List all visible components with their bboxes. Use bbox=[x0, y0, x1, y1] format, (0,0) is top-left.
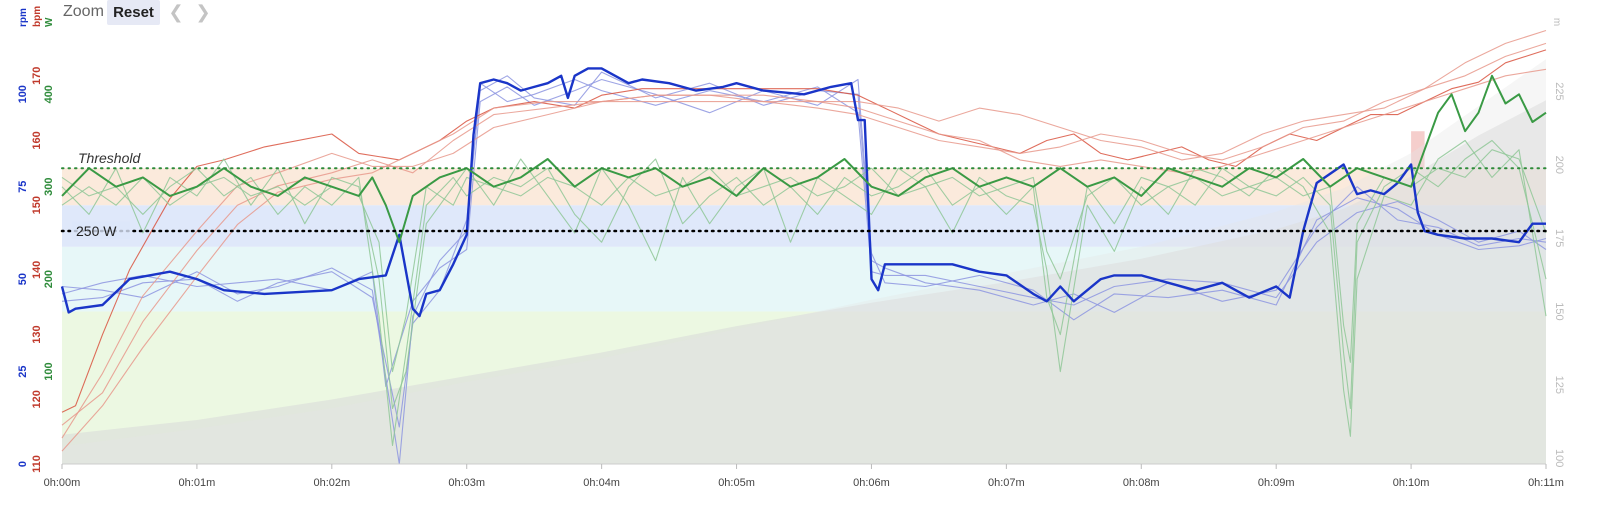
x-tick-label: 0h:04m bbox=[583, 477, 620, 489]
watts-tick-label: 200 bbox=[43, 270, 55, 288]
right-tick-label: 150 bbox=[1553, 302, 1565, 320]
rpm-primary-series-line bbox=[60, 67, 1546, 318]
reference-label: 250 W bbox=[76, 223, 117, 239]
bpm-compare-series-line bbox=[61, 68, 1547, 452]
rpm-tick-label: 100 bbox=[17, 85, 29, 103]
bpm-tick-label: 150 bbox=[31, 196, 43, 214]
axes: 0h:00m 0h:01m 0h:02m 0h:03m 0h:04m 0h:05m 0h:0… bbox=[17, 6, 1565, 489]
rpm-tick-label: 0 bbox=[17, 461, 29, 467]
threshold-label: Threshold bbox=[78, 150, 141, 166]
x-tick-label: 0h:09m bbox=[1258, 477, 1295, 489]
rpm-tick-label: 25 bbox=[17, 365, 29, 377]
x-tick-label: 0h:05m bbox=[718, 477, 755, 489]
x-tick-label: 0h:00m bbox=[44, 477, 81, 489]
right-tick-label: 200 bbox=[1553, 156, 1565, 174]
watts-axis-unit: W bbox=[44, 17, 55, 27]
watts-compare-series-line bbox=[61, 139, 1547, 447]
watts-tick-label: 100 bbox=[43, 362, 55, 380]
watts-tick-label: 400 bbox=[43, 85, 55, 103]
bpm-tick-label: 160 bbox=[31, 131, 43, 149]
x-tick-label: 0h:03m bbox=[448, 477, 485, 489]
x-tick-label: 0h:11m bbox=[1528, 477, 1564, 489]
bpm-tick-label: 170 bbox=[31, 67, 43, 85]
chevron-right-icon[interactable]: ❯ bbox=[195, 2, 211, 22]
data-lines bbox=[60, 29, 1547, 465]
bpm-tick-label: 110 bbox=[31, 455, 43, 473]
chevron-left-icon[interactable]: ❮ bbox=[168, 2, 184, 22]
x-tick-label: 0h:10m bbox=[1393, 477, 1430, 489]
rpm-axis-unit: rpm bbox=[18, 8, 29, 27]
x-tick-label: 0h:06m bbox=[853, 477, 890, 489]
reset-zoom-button[interactable]: Reset bbox=[107, 0, 160, 25]
bpm-tick-label: 120 bbox=[31, 390, 43, 408]
reference-lines: Threshold 250 W bbox=[60, 150, 1548, 240]
right-axis-unit: m bbox=[1551, 18, 1562, 26]
bpm-tick-label: 140 bbox=[31, 261, 43, 279]
x-tick-label: 0h:01m bbox=[179, 477, 216, 489]
rpm-compare-series-line bbox=[61, 71, 1547, 428]
right-tick-label: 100 bbox=[1553, 449, 1565, 467]
right-tick-label: 175 bbox=[1553, 229, 1565, 247]
x-tick-label: 0h:02m bbox=[313, 477, 350, 489]
elevation-area-shape bbox=[62, 100, 1546, 465]
bpm-axis-unit: bpm bbox=[32, 6, 43, 27]
x-tick-label: 0h:08m bbox=[1123, 477, 1160, 489]
reference-label-bg bbox=[72, 221, 130, 240]
bpm-tick-label: 130 bbox=[31, 325, 43, 343]
rpm-tick-label: 75 bbox=[17, 181, 29, 193]
elevation-area bbox=[62, 59, 1546, 465]
bpm-compare-series-line bbox=[61, 29, 1547, 439]
watts-tick-label: 300 bbox=[43, 178, 55, 196]
elevation-area-shape bbox=[62, 59, 1546, 464]
rpm-tick-label: 50 bbox=[17, 273, 29, 285]
bpm-compare-series-line bbox=[61, 49, 1547, 413]
right-tick-label: 225 bbox=[1553, 82, 1565, 100]
x-tick-label: 0h:07m bbox=[988, 477, 1025, 489]
right-tick-label: 125 bbox=[1553, 376, 1565, 394]
zoom-label: Zoom bbox=[63, 3, 104, 20]
